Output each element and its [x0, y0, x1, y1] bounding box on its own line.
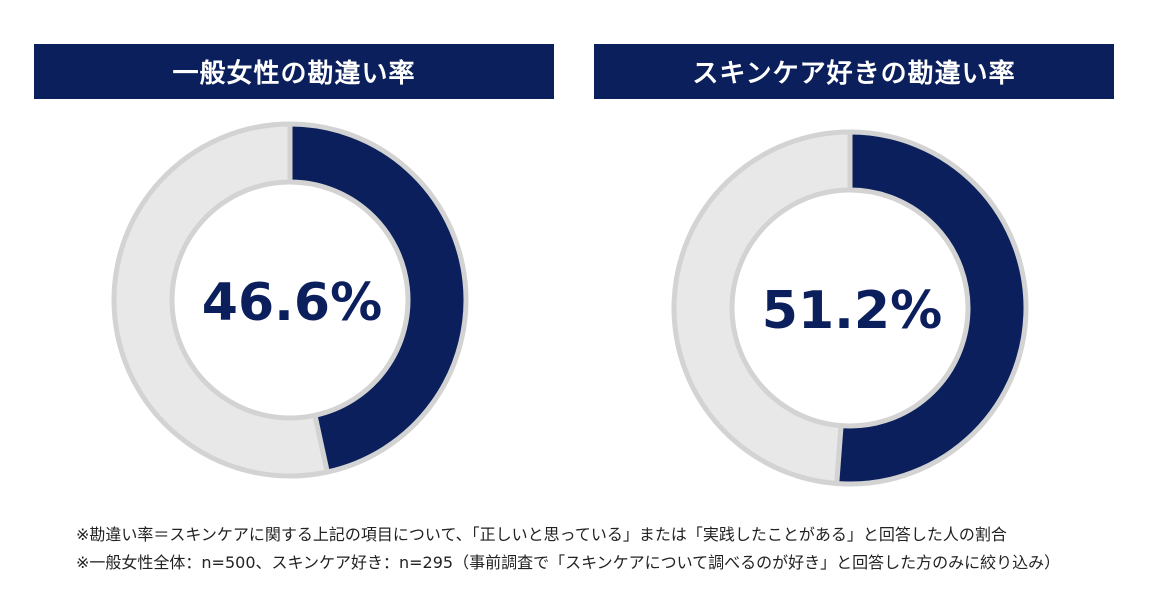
donut-slice-value — [287, 121, 469, 475]
footnote-definition: ※勘違い率＝スキンケアに関する上記の項目について、「正しいと思っている」または「… — [76, 525, 1007, 544]
donut-center-value: 46.6% — [202, 273, 382, 333]
footnotes: ※勘違い率＝スキンケアに関する上記の項目について、「正しいと思っている」または「… — [76, 521, 1166, 577]
donut-chart-general-women: 46.6% — [111, 121, 469, 479]
donut-center-value: 51.2% — [762, 281, 942, 341]
footnote-sample-size: ※一般女性全体：n=500、スキンケア好き：n=295（事前調査で「スキンケアに… — [76, 553, 1061, 572]
donut-slice-value — [834, 129, 1029, 487]
donut-chart-skincare-lovers: 51.2% — [671, 129, 1029, 487]
chart-title-general-women: 一般女性の勘違い率 — [34, 44, 554, 99]
donut-slice-remainder — [111, 121, 330, 479]
chart-title-skincare-lovers: スキンケア好きの勘違い率 — [594, 44, 1114, 99]
donut-slice-remainder — [671, 129, 853, 486]
